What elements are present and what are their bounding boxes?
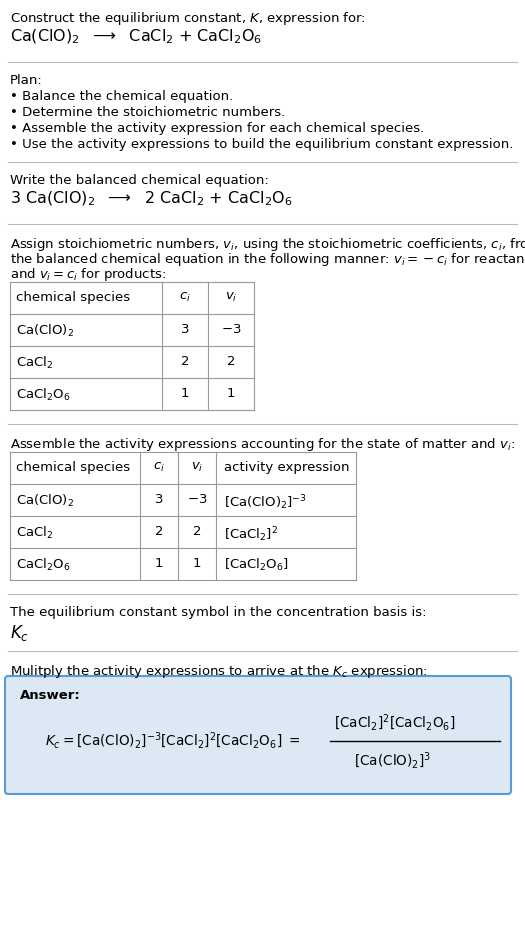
Text: CaCl$_2$: CaCl$_2$ (16, 355, 54, 371)
Text: 1: 1 (181, 387, 189, 400)
Text: and $v_i = c_i$ for products:: and $v_i = c_i$ for products: (10, 266, 166, 283)
Text: chemical species: chemical species (16, 461, 130, 474)
Text: 2: 2 (227, 355, 235, 368)
Text: CaCl$_2$O$_6$: CaCl$_2$O$_6$ (16, 387, 70, 403)
FancyBboxPatch shape (5, 676, 511, 794)
Text: activity expression: activity expression (224, 461, 350, 474)
Text: CaCl$_2$: CaCl$_2$ (16, 525, 54, 541)
Text: [CaCl$_2$]$^2$: [CaCl$_2$]$^2$ (224, 525, 278, 544)
Text: The equilibrium constant symbol in the concentration basis is:: The equilibrium constant symbol in the c… (10, 606, 426, 619)
Text: $v_i$: $v_i$ (225, 291, 237, 304)
Text: 2: 2 (181, 355, 189, 368)
Text: $K_c$: $K_c$ (10, 623, 29, 643)
Text: $-3$: $-3$ (187, 493, 207, 506)
Text: 1: 1 (193, 557, 201, 570)
Text: 1: 1 (227, 387, 235, 400)
Text: chemical species: chemical species (16, 291, 130, 304)
Text: 1: 1 (155, 557, 163, 570)
Text: Plan:: Plan: (10, 74, 43, 87)
Text: • Balance the chemical equation.: • Balance the chemical equation. (10, 90, 233, 103)
Text: Assemble the activity expressions accounting for the state of matter and $v_i$:: Assemble the activity expressions accoun… (10, 436, 515, 453)
Text: Write the balanced chemical equation:: Write the balanced chemical equation: (10, 174, 269, 187)
Text: $-3$: $-3$ (220, 323, 242, 336)
Text: 2: 2 (193, 525, 201, 538)
Text: • Determine the stoichiometric numbers.: • Determine the stoichiometric numbers. (10, 106, 285, 119)
Text: Answer:: Answer: (20, 689, 81, 702)
Text: Ca(ClO)$_2$: Ca(ClO)$_2$ (16, 493, 74, 509)
Text: $v_i$: $v_i$ (191, 461, 203, 474)
Text: $c_i$: $c_i$ (179, 291, 191, 304)
Text: Mulitply the activity expressions to arrive at the $K_c$ expression:: Mulitply the activity expressions to arr… (10, 663, 428, 680)
Text: $[\mathrm{Ca(ClO)_2}]^3$: $[\mathrm{Ca(ClO)_2}]^3$ (354, 750, 431, 771)
Text: 3: 3 (181, 323, 189, 336)
Text: Ca(ClO)$_2$  $\longrightarrow$  CaCl$_2$ + CaCl$_2$O$_6$: Ca(ClO)$_2$ $\longrightarrow$ CaCl$_2$ +… (10, 28, 262, 46)
Text: $c_i$: $c_i$ (153, 461, 165, 474)
Text: 3 Ca(ClO)$_2$  $\longrightarrow$  2 CaCl$_2$ + CaCl$_2$O$_6$: 3 Ca(ClO)$_2$ $\longrightarrow$ 2 CaCl$_… (10, 190, 293, 208)
Text: 3: 3 (155, 493, 163, 506)
Text: the balanced chemical equation in the following manner: $v_i = -c_i$ for reactan: the balanced chemical equation in the fo… (10, 251, 525, 268)
Text: Construct the equilibrium constant, $K$, expression for:: Construct the equilibrium constant, $K$,… (10, 10, 366, 27)
Text: Ca(ClO)$_2$: Ca(ClO)$_2$ (16, 323, 74, 340)
Text: $K_c = [\mathrm{Ca(ClO)_2}]^{-3}[\mathrm{CaCl_2}]^2[\mathrm{CaCl_2O_6}]\ =$: $K_c = [\mathrm{Ca(ClO)_2}]^{-3}[\mathrm… (45, 731, 300, 751)
Text: [CaCl$_2$O$_6$]: [CaCl$_2$O$_6$] (224, 557, 289, 573)
Text: • Use the activity expressions to build the equilibrium constant expression.: • Use the activity expressions to build … (10, 138, 513, 151)
Text: • Assemble the activity expression for each chemical species.: • Assemble the activity expression for e… (10, 122, 424, 135)
Text: 2: 2 (155, 525, 163, 538)
Text: $[\mathrm{CaCl_2}]^2[\mathrm{CaCl_2O_6}]$: $[\mathrm{CaCl_2}]^2[\mathrm{CaCl_2O_6}]… (334, 713, 456, 734)
Text: [Ca(ClO)$_2$]$^{-3}$: [Ca(ClO)$_2$]$^{-3}$ (224, 493, 307, 512)
Text: Assign stoichiometric numbers, $v_i$, using the stoichiometric coefficients, $c_: Assign stoichiometric numbers, $v_i$, us… (10, 236, 525, 253)
Text: CaCl$_2$O$_6$: CaCl$_2$O$_6$ (16, 557, 70, 573)
